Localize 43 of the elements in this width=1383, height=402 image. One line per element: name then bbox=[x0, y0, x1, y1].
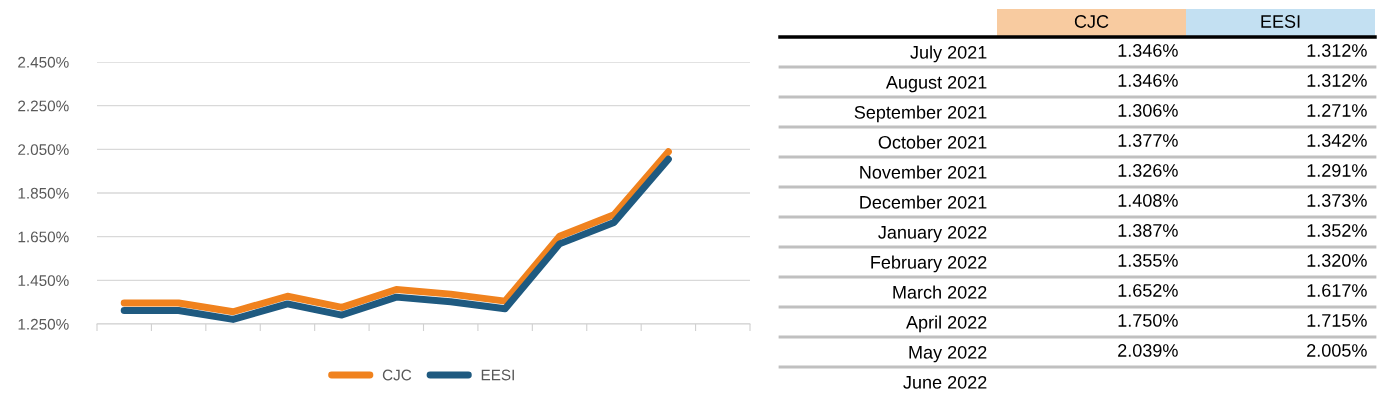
y-tick-label: December 2021 bbox=[860, 195, 987, 209]
legend-label: EESI bbox=[481, 369, 514, 381]
legend-label: CJC bbox=[382, 369, 412, 381]
data-label: 1.750% bbox=[1118, 314, 1178, 327]
data-label: 1.312% bbox=[1307, 44, 1367, 57]
y-tick-label: 2.050% bbox=[18, 144, 69, 156]
data-label: 1.617% bbox=[1307, 284, 1367, 297]
data-label: 1.271% bbox=[1307, 104, 1367, 117]
y-tick-label: May 2022 bbox=[909, 345, 987, 363]
data-label: 1.291% bbox=[1307, 164, 1367, 177]
y-tick-label: July 2021 bbox=[910, 45, 987, 63]
data-label: 2.005% bbox=[1307, 344, 1367, 357]
y-tick-label: September 2021 bbox=[854, 105, 987, 123]
y-tick-label: 1.250% bbox=[18, 318, 69, 330]
data-label: 1.652% bbox=[1118, 284, 1178, 297]
y-tick-label: 1.450% bbox=[18, 275, 69, 287]
y-tick-label: February 2022 bbox=[871, 255, 987, 273]
y-tick-label: 1.650% bbox=[18, 231, 69, 243]
data-label: 1.326% bbox=[1118, 164, 1178, 177]
y-tick-label: 2.450% bbox=[18, 56, 69, 68]
y-tick-label: 2.250% bbox=[18, 100, 69, 112]
data-label: 1.342% bbox=[1307, 134, 1367, 147]
data-label: 1.312% bbox=[1307, 74, 1367, 87]
y-tick-label: January 2022 bbox=[878, 225, 987, 243]
data-label: 2.039% bbox=[1118, 344, 1178, 357]
y-tick-label: August 2021 bbox=[885, 75, 987, 93]
data-label: 1.320% bbox=[1307, 254, 1367, 267]
data-label: 1.355% bbox=[1118, 254, 1178, 267]
y-tick-label: April 2022 bbox=[906, 315, 987, 333]
data-label: 1.373% bbox=[1307, 194, 1367, 207]
data-label: 1.352% bbox=[1307, 224, 1367, 237]
y-tick-label: October 2021 bbox=[878, 135, 987, 149]
data-label: 1.346% bbox=[1118, 44, 1178, 57]
data-label: 1.306% bbox=[1118, 104, 1178, 117]
data-label: 1.387% bbox=[1118, 224, 1178, 237]
y-tick-label: 1.850% bbox=[18, 187, 69, 199]
data-label: 1.346% bbox=[1118, 74, 1178, 87]
y-tick-label: June 2022 bbox=[903, 375, 987, 389]
y-tick-label: March 2022 bbox=[893, 285, 987, 299]
data-label: 1.715% bbox=[1307, 314, 1367, 327]
data-label: 1.408% bbox=[1118, 194, 1178, 207]
data-label: 1.377% bbox=[1118, 134, 1178, 147]
y-tick-label: November 2021 bbox=[860, 165, 987, 179]
